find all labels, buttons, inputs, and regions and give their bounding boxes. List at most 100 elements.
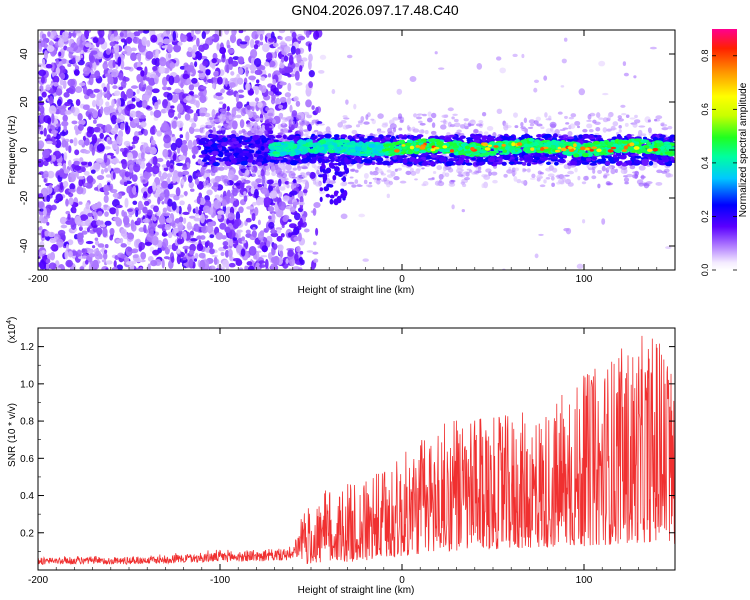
spectrogram-cell bbox=[176, 120, 184, 128]
spectrogram-cell bbox=[162, 207, 168, 213]
spectrogram-cell bbox=[222, 103, 227, 110]
spectrogram-cell bbox=[230, 71, 235, 76]
spectrogram-cell bbox=[217, 115, 222, 119]
spectrogram-cell bbox=[79, 266, 85, 270]
spectrogram-cell bbox=[216, 42, 221, 51]
spectrogram-cell bbox=[282, 134, 287, 140]
spectrogram-cell bbox=[286, 183, 290, 189]
spectrogram-cell bbox=[194, 50, 202, 59]
spectrogram-cell bbox=[240, 156, 247, 161]
spectrogram-cell bbox=[171, 120, 178, 129]
spectrogram-cell bbox=[271, 171, 277, 177]
spectrogram-cell bbox=[103, 204, 109, 208]
spectrogram-cell bbox=[172, 172, 178, 178]
spectrogram-cell bbox=[96, 174, 105, 181]
spectrogram-cell bbox=[167, 43, 173, 53]
spectrogram-cell bbox=[463, 118, 469, 122]
spectrogram-cell bbox=[363, 172, 369, 179]
spectrogram-cell bbox=[618, 124, 622, 129]
spectrogram-cell bbox=[240, 177, 245, 183]
spectrogram-cell bbox=[253, 233, 257, 238]
spectrogram-cell bbox=[357, 120, 364, 124]
spectrogram-cell bbox=[301, 154, 308, 159]
spectrogram-cell bbox=[166, 86, 172, 91]
spectrogram-cell bbox=[363, 121, 370, 125]
spectrogram-cell bbox=[243, 195, 248, 202]
spectrogram-cell bbox=[279, 250, 284, 258]
spectrogram-cell bbox=[196, 243, 204, 252]
spectrogram-cell bbox=[309, 171, 316, 179]
spectrogram-cell bbox=[247, 265, 255, 270]
spectrogram-cell bbox=[133, 31, 141, 37]
spectrogram-cell bbox=[159, 57, 167, 67]
spectrogram-cell bbox=[557, 111, 563, 115]
spectrogram-cell bbox=[529, 177, 536, 180]
spectrogram-cell bbox=[543, 156, 549, 161]
spectrogram-cell bbox=[49, 95, 54, 105]
spectrogram-cell bbox=[434, 51, 438, 55]
spectrogram-cell bbox=[229, 198, 234, 204]
spectrogram-cell bbox=[267, 205, 275, 213]
spectrogram-cell bbox=[79, 82, 86, 87]
spectrogram-cell bbox=[549, 127, 554, 132]
spectrogram-cell bbox=[649, 46, 657, 50]
spectrogram-cell bbox=[77, 123, 84, 131]
spectrogram-cell bbox=[130, 47, 137, 52]
spectrogram-cell bbox=[50, 204, 57, 211]
spectrogram-cell bbox=[60, 224, 68, 229]
spectrogram-cell bbox=[42, 58, 46, 66]
spectrogram-cell bbox=[302, 189, 308, 194]
spectrogram-cell bbox=[272, 78, 277, 86]
spectrogram-cell bbox=[487, 157, 496, 163]
spectrogram-cell bbox=[191, 77, 198, 84]
spectrogram-cell bbox=[58, 51, 62, 57]
spectrogram-cell bbox=[58, 168, 65, 178]
spectrogram-cell bbox=[432, 170, 437, 175]
spectrogram-cell bbox=[621, 162, 628, 167]
spectrogram-cell bbox=[175, 187, 181, 197]
spectrogram-cell bbox=[251, 171, 257, 178]
spectrogram-cell bbox=[267, 134, 275, 139]
spectrogram-cell bbox=[533, 87, 538, 93]
spectrogram-cell bbox=[459, 124, 466, 129]
spectrogram-cell bbox=[453, 118, 459, 123]
spectrogram-cell bbox=[47, 170, 55, 179]
spectrogram-cell bbox=[466, 137, 474, 140]
spectrogram-cell bbox=[69, 217, 75, 226]
spectrogram-cell bbox=[495, 56, 502, 61]
spectrogram-cell bbox=[104, 167, 109, 173]
spectrogram-cell bbox=[260, 165, 266, 168]
spectrogram-cell bbox=[249, 166, 254, 172]
spectrogram-cell bbox=[591, 156, 598, 160]
spectrogram-cell bbox=[176, 248, 181, 254]
spectrogram-cell bbox=[488, 171, 492, 176]
spectrogram-cell bbox=[399, 119, 404, 124]
spectrogram-cell bbox=[534, 253, 539, 259]
spectrogram-cell bbox=[66, 47, 74, 52]
spectrogram-cell bbox=[671, 136, 675, 142]
spectrogram-cell bbox=[280, 128, 284, 135]
spectrogram-cell bbox=[147, 186, 153, 194]
spectrogram-cell bbox=[345, 125, 349, 130]
spectrogram-cell bbox=[426, 117, 433, 123]
spectrogram-cell bbox=[97, 243, 105, 248]
spectrogram-cell bbox=[386, 183, 391, 188]
spectrogram-cell bbox=[305, 171, 311, 176]
spectrogram-cell bbox=[434, 180, 441, 186]
spectrogram-cell bbox=[67, 213, 71, 220]
spectrogram-cell bbox=[81, 166, 86, 173]
spectrogram-cell bbox=[536, 134, 543, 138]
spectrogram-cell bbox=[268, 37, 275, 43]
spectrogram-cell bbox=[564, 174, 570, 177]
spectrogram-cell bbox=[254, 40, 259, 45]
spectrogram-cell bbox=[202, 60, 209, 67]
spectrogram-cell bbox=[250, 187, 255, 194]
spectrogram-cell bbox=[211, 33, 220, 43]
spectrogram-cell bbox=[456, 129, 462, 133]
spectrogram-cell bbox=[173, 44, 182, 53]
spectrogram-cell bbox=[268, 221, 275, 229]
spectrogram-cell bbox=[249, 64, 257, 72]
spectrogram-cell bbox=[235, 148, 242, 154]
spectrogram-cell bbox=[83, 171, 90, 176]
spectrogram-cell bbox=[211, 82, 216, 89]
